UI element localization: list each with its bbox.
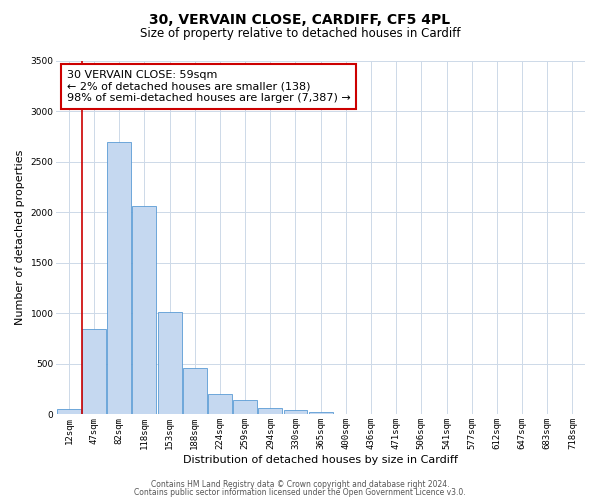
Bar [82,328,106,414]
Bar [233,400,257,414]
Text: 30, VERVAIN CLOSE, CARDIFF, CF5 4PL: 30, VERVAIN CLOSE, CARDIFF, CF5 4PL [149,12,451,26]
Text: Size of property relative to detached houses in Cardiff: Size of property relative to detached ho… [140,28,460,40]
Bar [57,409,81,414]
Bar [259,408,282,414]
Bar [133,206,157,414]
Text: 30 VERVAIN CLOSE: 59sqm
← 2% of detached houses are smaller (138)
98% of semi-de: 30 VERVAIN CLOSE: 59sqm ← 2% of detached… [67,70,350,103]
Text: Contains public sector information licensed under the Open Government Licence v3: Contains public sector information licen… [134,488,466,497]
Bar [158,312,182,414]
X-axis label: Distribution of detached houses by size in Cardiff: Distribution of detached houses by size … [183,455,458,465]
Bar [183,368,207,414]
Bar [284,410,307,414]
Bar [107,142,131,414]
Bar [309,412,332,414]
Y-axis label: Number of detached properties: Number of detached properties [15,150,25,326]
Text: Contains HM Land Registry data © Crown copyright and database right 2024.: Contains HM Land Registry data © Crown c… [151,480,449,489]
Bar [208,394,232,414]
